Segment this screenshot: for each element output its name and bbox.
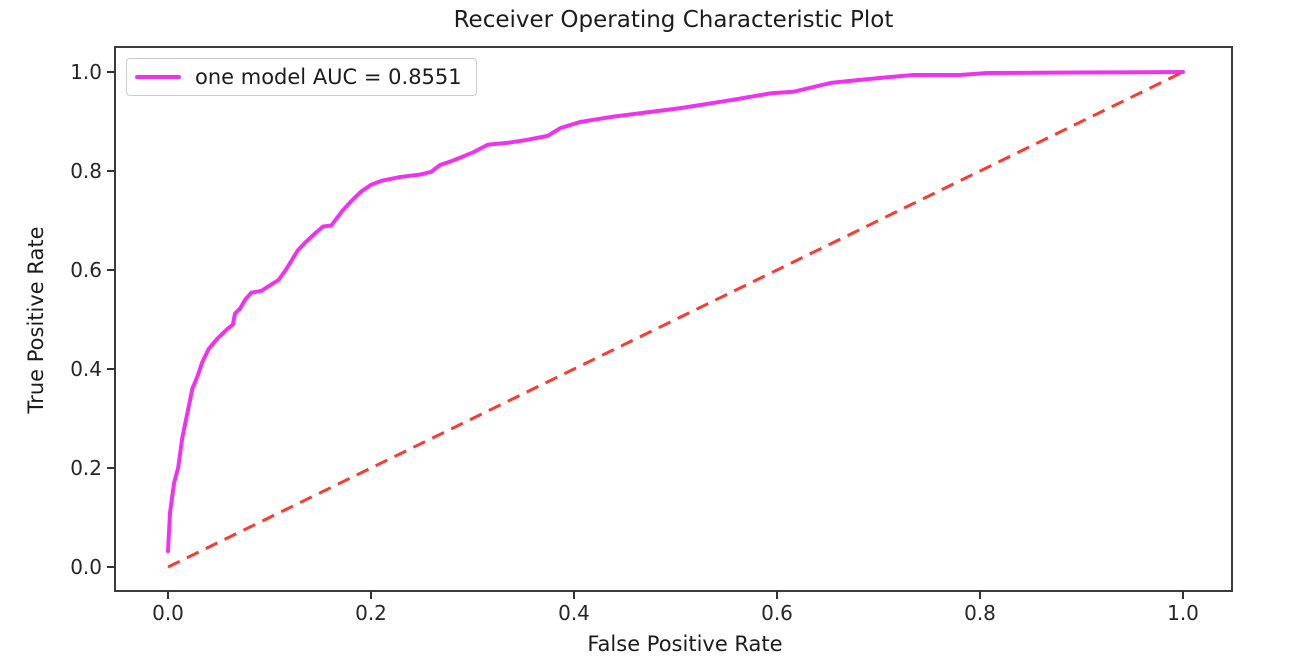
y-tick-label: 0.2 bbox=[70, 456, 102, 480]
chance-diagonal-line bbox=[167, 70, 1184, 569]
x-tick-label: 0.0 bbox=[152, 601, 184, 625]
y-tick-label: 0.4 bbox=[70, 357, 102, 381]
axes-frame bbox=[114, 46, 1233, 592]
y-axis-ticks: 0.0 0.2 0.4 0.6 0.8 1.0 bbox=[70, 60, 115, 579]
legend-entry-label: one model AUC = 0.8551 bbox=[195, 65, 462, 89]
y-tick-label: 0.8 bbox=[70, 159, 102, 183]
plot-series bbox=[166, 70, 1185, 569]
legend-line-sample bbox=[135, 75, 181, 79]
x-axis-label: False Positive Rate bbox=[587, 632, 783, 656]
y-tick-label: 0.6 bbox=[70, 258, 102, 282]
x-tick-label: 0.2 bbox=[355, 601, 387, 625]
chart-title: Receiver Operating Characteristic Plot bbox=[453, 7, 894, 33]
roc-curve-line bbox=[166, 70, 1185, 554]
legend-box: one model AUC = 0.8551 bbox=[126, 58, 477, 96]
x-tick-label: 0.8 bbox=[964, 601, 996, 625]
x-tick-label: 0.4 bbox=[558, 601, 590, 625]
x-tick-label: 1.0 bbox=[1167, 601, 1199, 625]
x-axis-ticks: 0.0 0.2 0.4 0.6 0.8 1.0 bbox=[152, 591, 1199, 625]
x-tick-label: 0.6 bbox=[761, 601, 793, 625]
y-tick-label: 1.0 bbox=[70, 60, 102, 84]
y-tick-label: 0.0 bbox=[70, 555, 102, 579]
